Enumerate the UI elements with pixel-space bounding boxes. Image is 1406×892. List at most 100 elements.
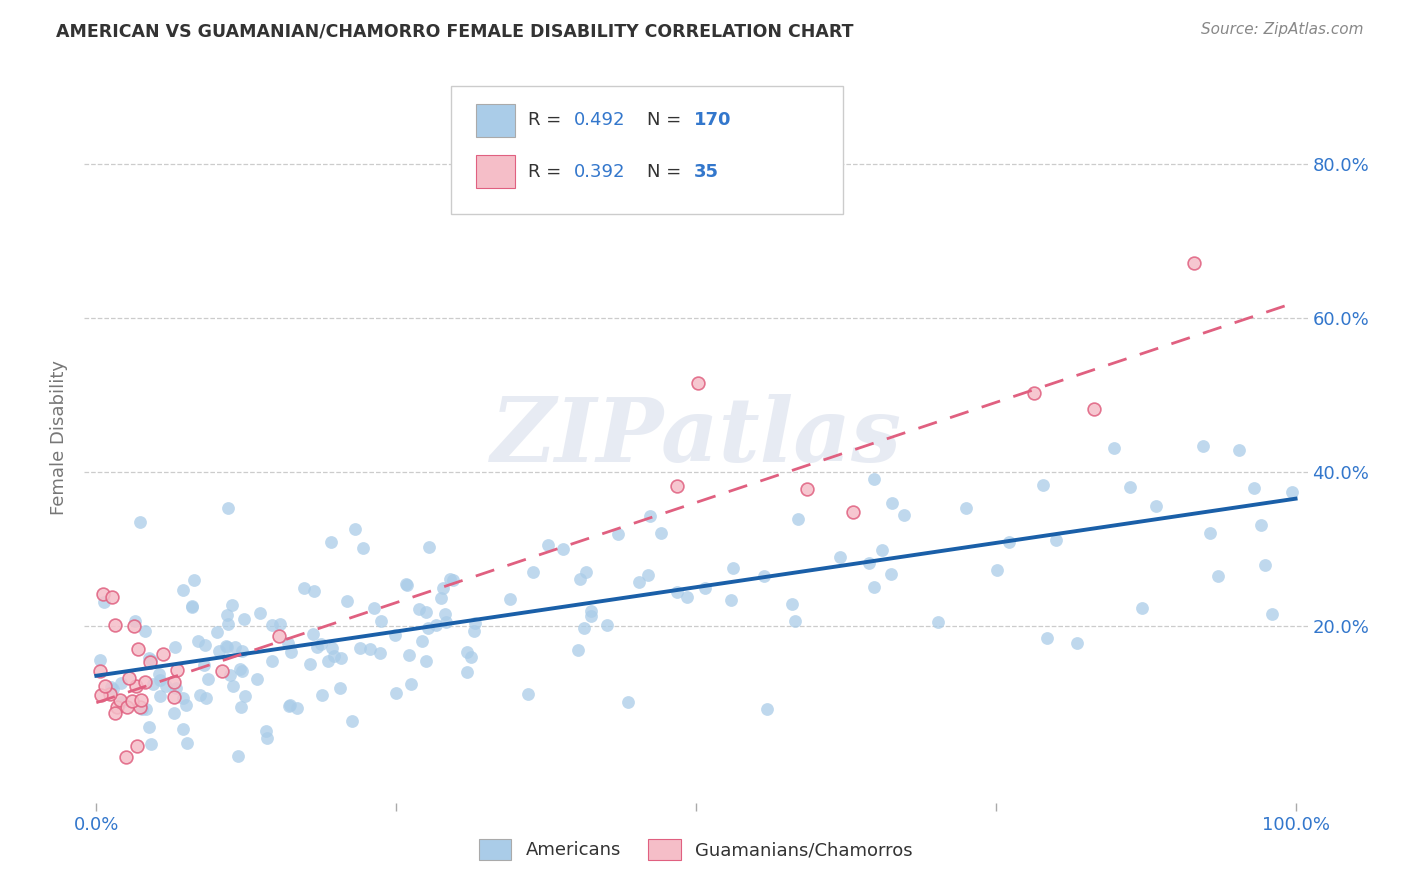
Point	[551, 541, 574, 556]
Point	[628, 575, 651, 590]
Point	[222, 679, 245, 693]
Point	[666, 585, 689, 599]
Point	[233, 612, 256, 626]
Point	[998, 534, 1021, 549]
Point	[211, 664, 233, 678]
Point	[188, 689, 211, 703]
Point	[94, 679, 117, 693]
Point	[217, 501, 239, 516]
Point	[280, 645, 302, 659]
Point	[138, 720, 160, 734]
Point	[879, 566, 901, 581]
FancyBboxPatch shape	[475, 155, 515, 188]
Point	[432, 581, 454, 595]
Point	[149, 690, 172, 704]
Point	[1206, 569, 1229, 583]
Point	[401, 677, 423, 691]
Point	[349, 641, 371, 656]
Point	[208, 643, 231, 657]
Point	[336, 594, 359, 608]
Point	[304, 584, 326, 599]
Point	[463, 624, 485, 639]
Point	[124, 614, 146, 628]
Point	[395, 578, 418, 592]
Point	[193, 657, 215, 672]
Point	[104, 618, 127, 632]
Point	[221, 598, 243, 612]
Point	[1198, 526, 1220, 541]
Point	[90, 689, 112, 703]
Point	[292, 581, 315, 595]
Text: AMERICAN VS GUAMANIAN/CHAMORRO FEMALE DISABILITY CORRELATION CHART: AMERICAN VS GUAMANIAN/CHAMORRO FEMALE DI…	[56, 22, 853, 40]
Point	[224, 640, 246, 655]
Point	[863, 472, 886, 486]
FancyBboxPatch shape	[451, 86, 842, 214]
Point	[163, 706, 186, 721]
Point	[155, 679, 177, 693]
Point	[319, 534, 342, 549]
Point	[176, 736, 198, 750]
Point	[128, 699, 150, 714]
Point	[1254, 558, 1277, 573]
Point	[720, 592, 742, 607]
Point	[340, 714, 363, 728]
Point	[418, 540, 440, 554]
Point	[135, 702, 157, 716]
Point	[194, 638, 217, 652]
Point	[695, 581, 717, 595]
Point	[260, 654, 283, 668]
Point	[441, 573, 464, 587]
Point	[305, 640, 328, 654]
Point	[429, 591, 451, 606]
Text: R =: R =	[529, 112, 568, 129]
Point	[368, 646, 391, 660]
Point	[434, 607, 457, 621]
Point	[893, 508, 915, 523]
Point	[114, 749, 136, 764]
Point	[1036, 631, 1059, 645]
Point	[309, 636, 332, 650]
Point	[398, 648, 420, 662]
Point	[149, 673, 172, 688]
Point	[105, 699, 128, 714]
Point	[197, 672, 219, 686]
Legend: Americans, Guamanians/Chamorros: Americans, Guamanians/Chamorros	[472, 831, 920, 867]
Point	[1083, 402, 1105, 417]
Point	[205, 624, 228, 639]
Point	[124, 619, 146, 633]
Point	[1024, 386, 1046, 401]
Point	[330, 651, 353, 665]
Point	[138, 655, 160, 669]
Point	[215, 640, 238, 655]
Point	[1144, 499, 1167, 513]
Point	[134, 624, 156, 639]
Point	[416, 621, 439, 635]
Point	[176, 698, 198, 713]
Point	[215, 607, 238, 622]
Text: Source: ZipAtlas.com: Source: ZipAtlas.com	[1201, 22, 1364, 37]
Point	[128, 515, 150, 529]
Point	[607, 526, 630, 541]
Text: 0.392: 0.392	[574, 162, 626, 180]
Point	[783, 614, 806, 628]
Point	[165, 640, 187, 654]
Point	[596, 618, 619, 632]
Point	[214, 639, 236, 653]
Point	[231, 665, 253, 679]
Point	[721, 560, 744, 574]
Point	[434, 615, 457, 629]
Y-axis label: Female Disability: Female Disability	[51, 359, 69, 515]
Point	[142, 676, 165, 690]
Point	[359, 641, 381, 656]
Point	[131, 702, 153, 716]
Point	[456, 645, 478, 659]
Point	[152, 648, 174, 662]
Point	[229, 662, 252, 676]
Point	[89, 664, 111, 678]
Point	[141, 737, 163, 751]
Text: 35: 35	[693, 162, 718, 180]
Point	[575, 565, 598, 579]
Point	[1281, 485, 1303, 500]
FancyBboxPatch shape	[475, 104, 515, 137]
Point	[134, 675, 156, 690]
